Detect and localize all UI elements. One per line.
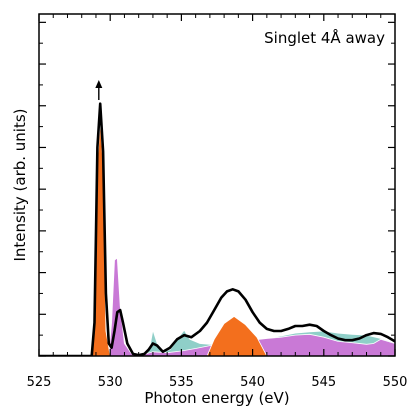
chart-annotation: Singlet 4Å away — [264, 28, 385, 47]
x-tick-label: 525 — [27, 375, 52, 390]
series-3-line — [39, 102, 395, 356]
x-tick-label: 535 — [169, 375, 194, 390]
x-tick-label: 545 — [311, 375, 336, 390]
plot-frame — [38, 13, 396, 357]
x-tick-label: 530 — [98, 375, 123, 390]
series-2-area — [39, 122, 268, 356]
x-axis-label: Photon energy (eV) — [144, 389, 289, 407]
series-lines — [39, 102, 395, 356]
x-tick-label: 540 — [240, 375, 265, 390]
y-axis-label: Intensity (arb. units) — [11, 108, 29, 261]
peak-arrow — [95, 80, 103, 100]
arrow-head — [95, 80, 103, 88]
x-ticks: 525 530 535 540 545 550 — [27, 14, 407, 390]
series-areas — [39, 122, 395, 356]
x-tick-label: 550 — [383, 375, 407, 390]
y-ticks — [39, 21, 395, 357]
